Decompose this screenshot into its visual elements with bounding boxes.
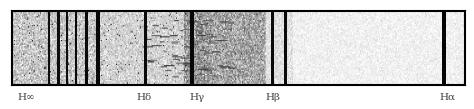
Text: Hγ: Hγ	[189, 93, 204, 101]
Bar	[190, 10, 194, 86]
Bar	[75, 10, 77, 86]
Bar	[96, 10, 100, 86]
Text: H∞: H∞	[17, 93, 35, 101]
Bar	[66, 10, 68, 86]
Bar	[284, 10, 287, 86]
Bar	[271, 10, 273, 86]
Bar	[47, 10, 50, 86]
Text: Hα: Hα	[440, 93, 456, 101]
Text: Hβ: Hβ	[265, 93, 280, 101]
Bar	[84, 10, 88, 86]
Bar	[442, 10, 447, 86]
Text: Hδ: Hδ	[137, 93, 152, 101]
Bar	[144, 10, 147, 86]
Bar	[57, 10, 60, 86]
